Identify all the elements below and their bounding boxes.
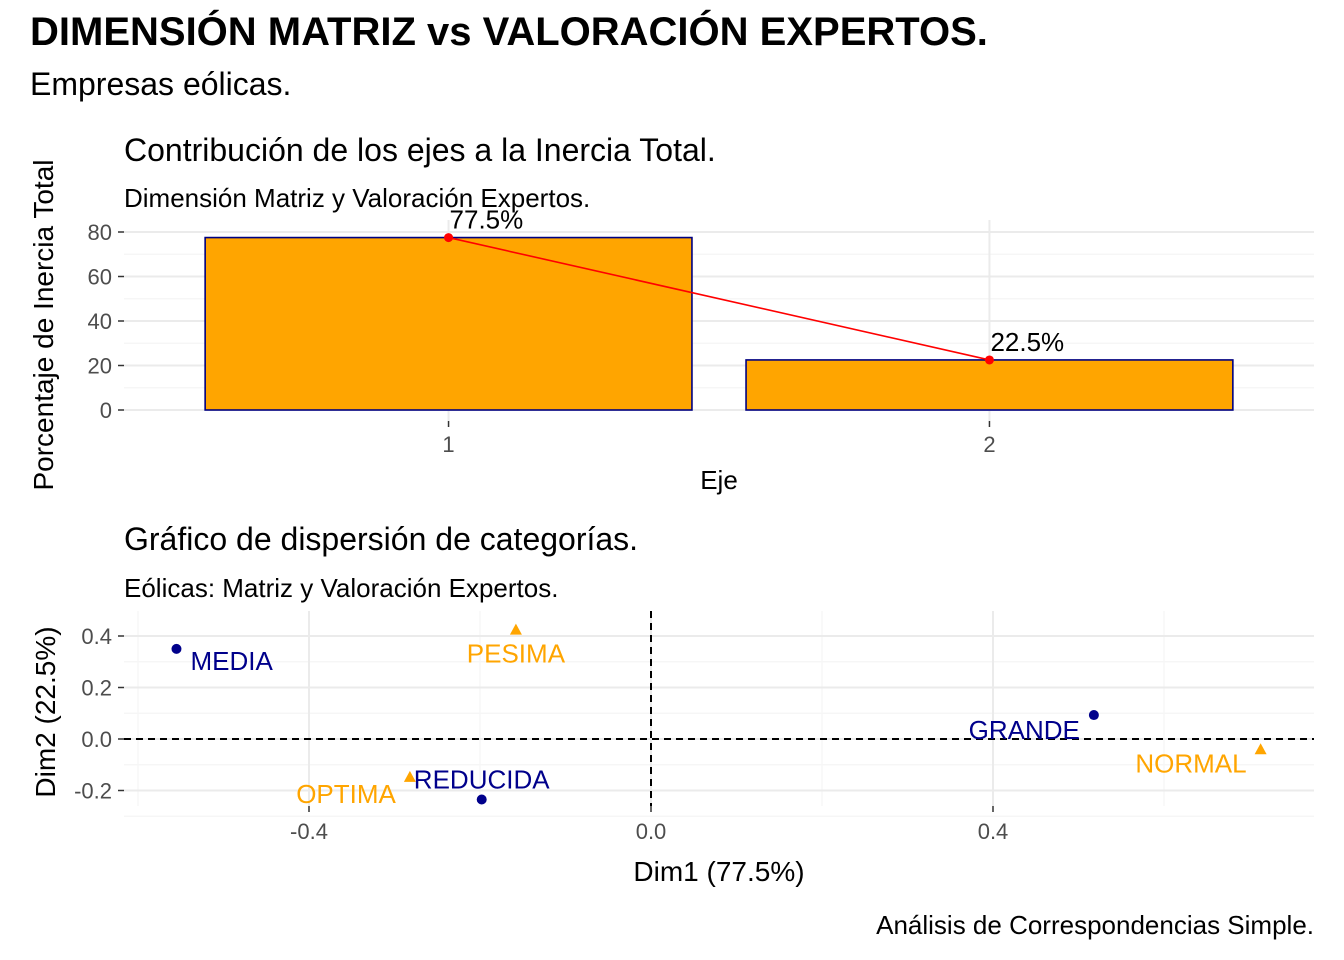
point-optima (403, 770, 416, 782)
point-label-media: MEDIA (190, 646, 273, 676)
bar-x-tick-label: 1 (442, 432, 454, 457)
scatter-x-tick-label: 0.4 (978, 819, 1009, 844)
scatter-y-axis-title: Dim2 (22.5%) (30, 626, 61, 797)
point-media (171, 643, 182, 654)
point-normal (1254, 743, 1267, 755)
point-label-reducida: REDUCIDA (414, 765, 550, 795)
bar-1 (204, 236, 693, 411)
point-label-pesima: PESIMA (467, 639, 566, 669)
bar-y-axis-title: Porcentaje de Inercia Total (28, 159, 59, 490)
scatter-y-tick-label: 0.2 (81, 676, 112, 701)
scatter-x-tick-label: 0.0 (636, 819, 667, 844)
bar-y-tick-label: 20 (88, 354, 112, 379)
bar-data-label: 22.5% (990, 327, 1064, 357)
bar-chart: 0 20 40 60 80 77.5% 22.5% 1 2 Eje Porcentaje de In… (28, 159, 1314, 495)
scatter-chart-subtitle: Eólicas: Matriz y Valoración Expertos. (124, 573, 559, 603)
page-subtitle: Empresas eólicas. (30, 66, 292, 102)
point-grande (1088, 710, 1099, 721)
bar-chart-title: Contribución de los ejes a la Inercia To… (124, 132, 716, 168)
bar-point-2 (984, 355, 994, 365)
scatter-chart: -0.4 0.0 0.4 -0.2 0.0 0.2 0.4 MEDIA GRANDE REDUCI… (30, 611, 1314, 887)
point-reducida (476, 794, 487, 805)
point-label-optima: OPTIMA (296, 779, 396, 809)
bar-x-axis-title: Eje (700, 465, 738, 495)
bar-y-tick-label: 40 (88, 309, 112, 334)
caption: Análisis de Correspondencias Simple. (876, 910, 1314, 940)
bar-2 (745, 359, 1234, 411)
bar-x-tick-label: 2 (983, 432, 995, 457)
bar-y-tick-label: 0 (100, 398, 112, 423)
scatter-x-tick-label: -0.4 (290, 819, 328, 844)
point-label-normal: NORMAL (1135, 748, 1246, 778)
scatter-y-tick-label: 0.4 (81, 624, 112, 649)
page-title: DIMENSIÓN MATRIZ vs VALORACIÓN EXPERTOS. (30, 10, 988, 54)
point-label-grande: GRANDE (969, 715, 1080, 745)
point-pesima (509, 623, 522, 635)
bar-data-label: 77.5% (450, 205, 524, 235)
bar-y-tick-label: 80 (88, 220, 112, 245)
scatter-chart-title: Gráfico de dispersión de categorías. (124, 521, 639, 557)
scatter-x-axis-title: Dim1 (77.5%) (633, 856, 804, 887)
scatter-y-tick-label: -0.2 (74, 779, 112, 804)
bar-trend-line (448, 236, 990, 361)
bar-chart-subtitle: Dimensión Matriz y Valoración Expertos. (124, 183, 591, 213)
bar-y-tick-label: 60 (88, 265, 112, 290)
scatter-y-tick-label: 0.0 (81, 727, 112, 752)
bar-point-1 (444, 233, 454, 243)
